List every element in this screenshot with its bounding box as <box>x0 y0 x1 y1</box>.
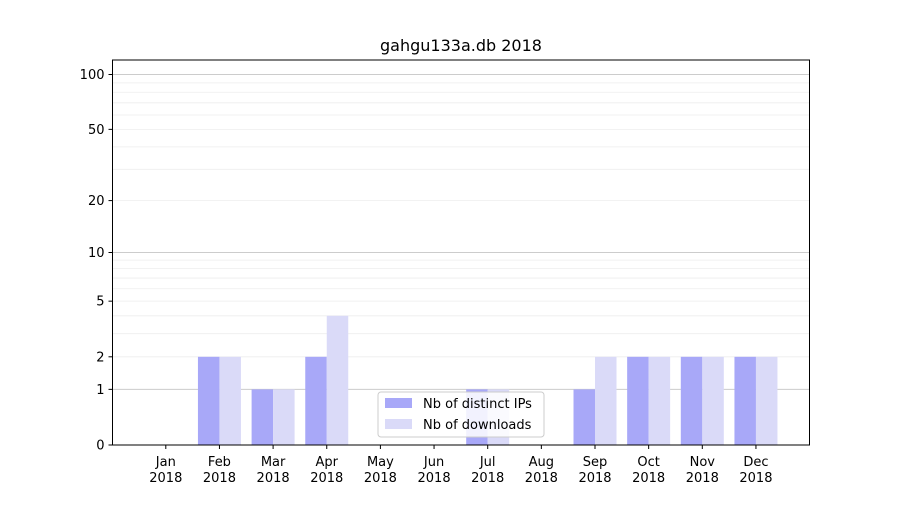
y-tick-label: 10 <box>88 246 105 261</box>
x-tick-label: May 2018 <box>364 455 397 486</box>
x-tick-label: Oct 2018 <box>632 455 665 486</box>
bar-distinct-ips <box>305 356 327 445</box>
y-tick-label: 5 <box>96 295 104 310</box>
y-axis: 0 1 2 5 10 20 50 100 <box>80 68 113 454</box>
bar-distinct-ips <box>197 356 220 445</box>
grid <box>112 74 810 446</box>
y-tick-label: 20 <box>88 194 105 209</box>
y-tick-label: 100 <box>80 68 105 83</box>
x-tick-label: Aug 2018 <box>525 455 558 486</box>
legend-swatch <box>385 398 412 408</box>
legend: Nb of distinct IPs Nb of downloads <box>377 391 545 438</box>
x-tick-label: Apr 2018 <box>310 455 343 486</box>
bar-distinct-ips <box>627 356 649 445</box>
x-tick-label: Jan 2018 <box>149 455 182 486</box>
bar-downloads <box>595 356 617 445</box>
bar-distinct-ips <box>734 356 756 445</box>
bars <box>197 315 778 445</box>
legend-box <box>377 391 545 438</box>
bar-downloads <box>702 356 724 445</box>
bar-distinct-ips <box>680 356 703 445</box>
x-tick-label: Jun 2018 <box>418 455 451 486</box>
bar-distinct-ips <box>251 389 274 445</box>
legend-label: Nb of downloads <box>423 418 532 433</box>
y-tick-label: 50 <box>88 123 105 138</box>
bar-downloads <box>326 315 349 445</box>
y-tick-label: 1 <box>96 383 104 398</box>
y-tick-label: 0 <box>96 439 104 454</box>
x-tick-label: Nov 2018 <box>686 455 719 486</box>
bar-downloads <box>648 356 671 445</box>
x-axis: Jan 2018 Feb 2018 Mar 2018 Apr 2018 May 2018 Jun 20… <box>149 445 772 486</box>
bar-downloads <box>755 356 778 445</box>
x-tick-label: Dec 2018 <box>739 455 772 486</box>
x-tick-label: Mar 2018 <box>257 455 290 486</box>
legend-label: Nb of distinct IPs <box>423 397 532 412</box>
bar-downloads <box>273 389 295 445</box>
x-tick-label: Sep 2018 <box>578 455 611 486</box>
y-tick-label: 2 <box>96 350 104 365</box>
x-tick-label: Feb 2018 <box>203 455 236 486</box>
legend-swatch <box>385 419 412 429</box>
bar-distinct-ips <box>573 389 595 445</box>
chart-title: gahgu133a.db 2018 <box>380 36 542 55</box>
bar-downloads <box>219 356 241 445</box>
x-tick-label: Jul 2018 <box>471 455 504 486</box>
